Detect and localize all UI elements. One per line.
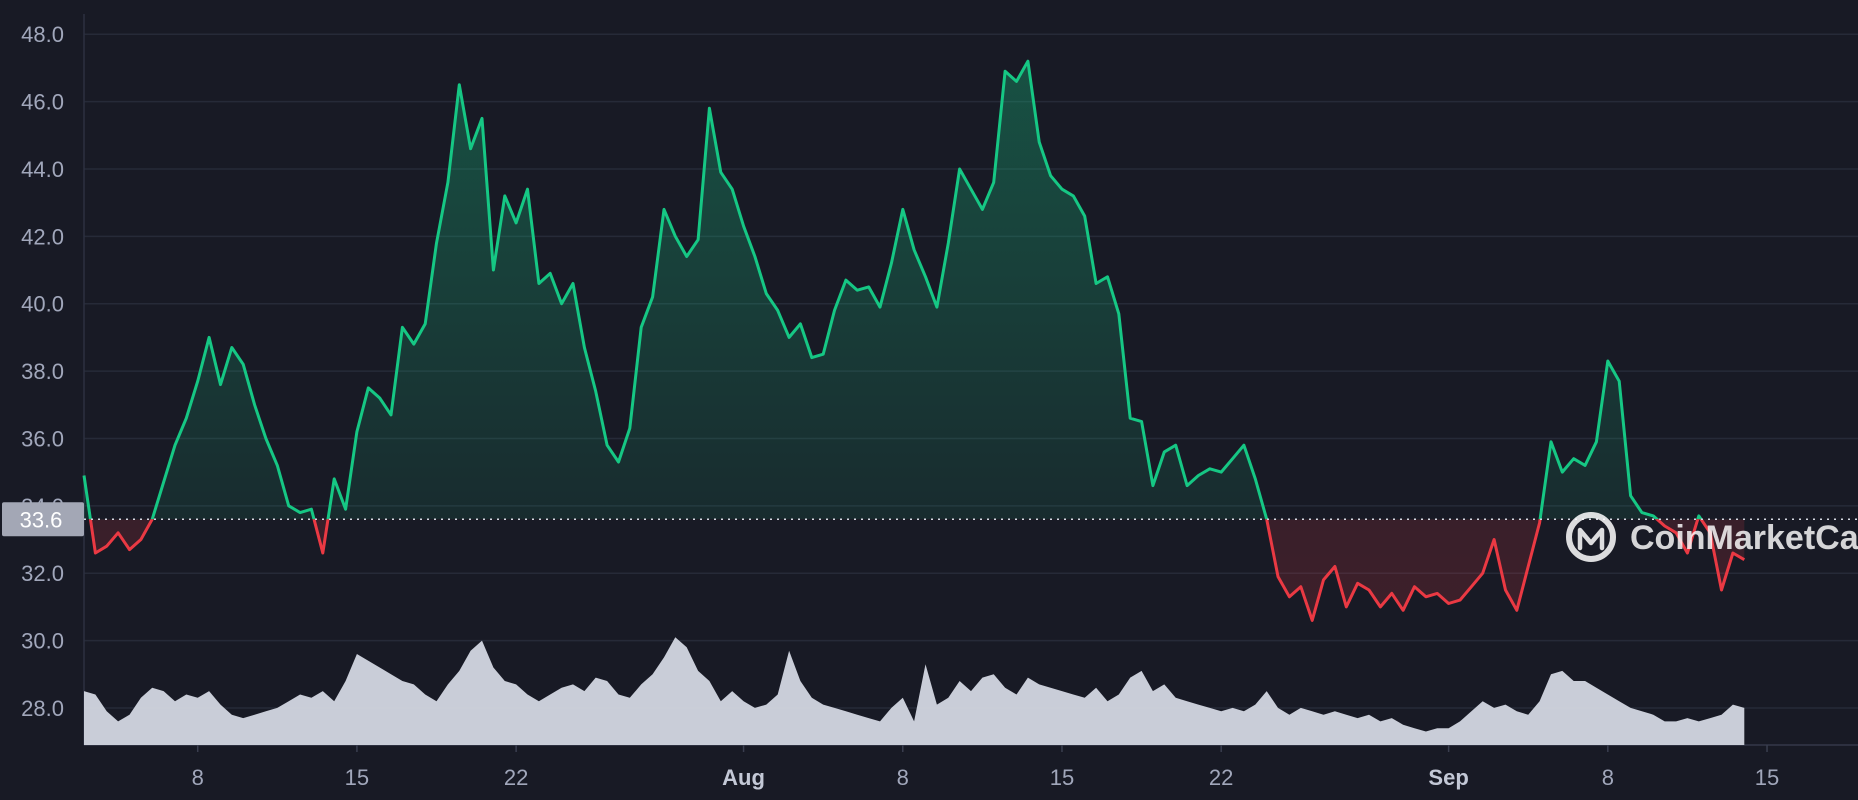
x-tick-label: 22 [504,765,528,790]
y-tick-label: 48.0 [21,22,64,47]
current-value-badge-bg [2,502,84,537]
price-line[interactable] [82,59,1746,622]
y-tick-label: 44.0 [21,157,64,182]
price-line-up[interactable] [82,59,1744,620]
price-area-fill [84,61,1745,621]
x-tick-label: 15 [1050,765,1074,790]
coinmarketcap-logo-icon [1566,512,1616,562]
down-area-fill [84,519,1745,621]
y-axis: 28.030.032.034.036.038.040.042.044.046.0… [21,22,64,721]
current-value-label: 33.6 [20,507,63,532]
x-axis: 8 15 22 Aug 8 15 22 Sep 8 15 [192,745,1779,790]
price-line-down[interactable] [84,61,1746,622]
y-tick-label: 40.0 [21,292,64,317]
y-tick-label: 42.0 [21,224,64,249]
x-tick-label: Sep [1428,765,1468,790]
volume-area-path [84,637,1745,745]
current-value-badge: 33.6 [2,502,84,537]
x-tick-label: 15 [345,765,369,790]
y-tick-label: 32.0 [21,561,64,586]
y-tick-label: 36.0 [21,426,64,451]
y-tick-label: 46.0 [21,90,64,115]
x-tick-label: 8 [1602,765,1614,790]
x-tick-label: 15 [1755,765,1779,790]
x-tick-label: 8 [192,765,204,790]
x-tick-label: 22 [1209,765,1233,790]
y-tick-label: 28.0 [21,696,64,721]
x-tick-label: 8 [897,765,909,790]
watermark-text: CoinMarketCap [1630,519,1858,557]
y-tick-label: 30.0 [21,629,64,654]
coinmarketcap-watermark: CoinMarketCap [1566,512,1858,562]
up-area-fill [84,61,1702,520]
x-tick-label: Aug [722,765,765,790]
y-tick-label: 38.0 [21,359,64,384]
volume-area [84,637,1745,745]
